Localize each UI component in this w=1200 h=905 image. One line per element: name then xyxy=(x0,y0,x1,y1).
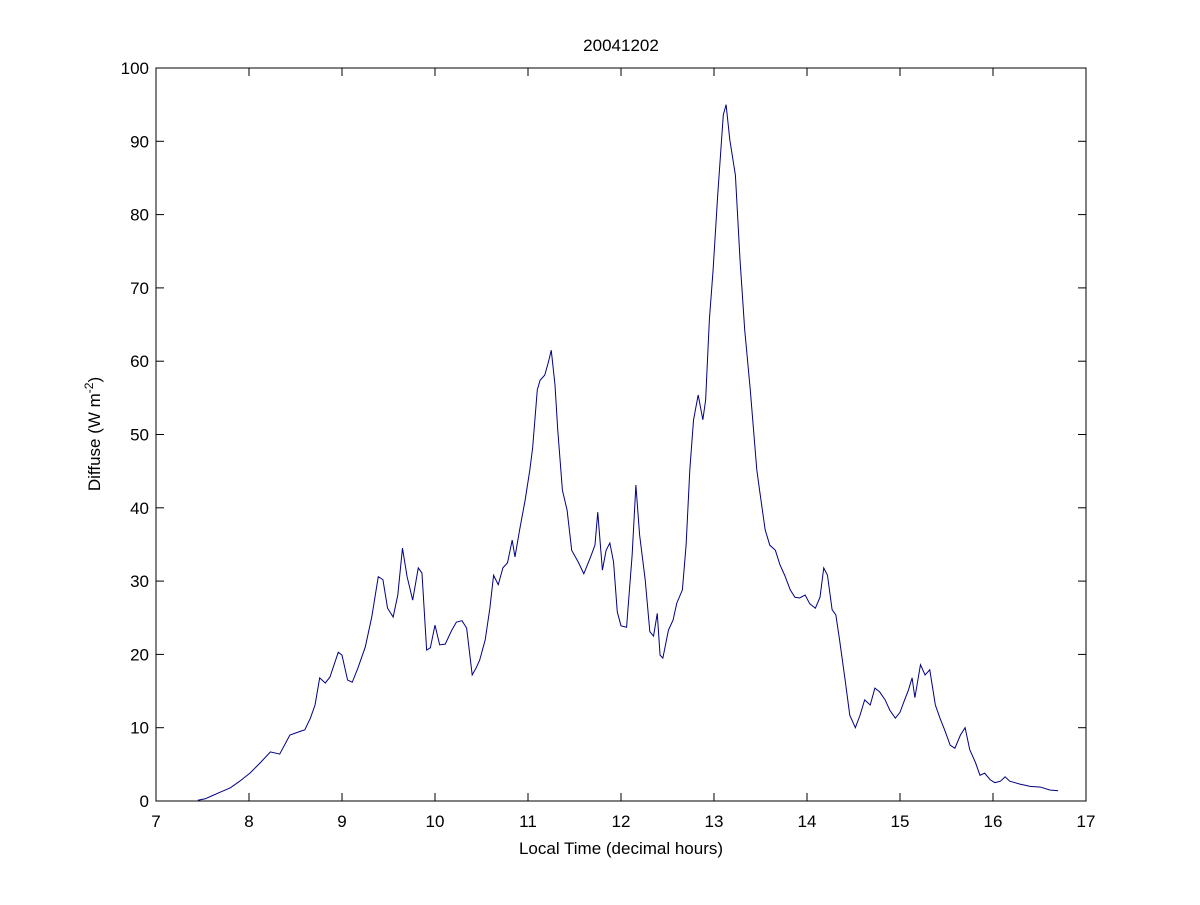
y-tick-label: 70 xyxy=(130,279,149,298)
y-axis-label-text: Diffuse (W m xyxy=(85,393,104,491)
x-axis-label: Local Time (decimal hours) xyxy=(519,839,723,858)
y-tick-label: 50 xyxy=(130,426,149,445)
y-tick-label: 90 xyxy=(130,132,149,151)
data-line xyxy=(197,104,1059,801)
x-tick-label: 8 xyxy=(244,812,253,831)
y-axis-label: Diffuse (W m-2) xyxy=(82,377,104,491)
x-tick-label: 15 xyxy=(891,812,910,831)
y-axis-label-suffix: ) xyxy=(85,377,104,383)
x-tick-label: 17 xyxy=(1077,812,1096,831)
y-tick-label: 20 xyxy=(130,645,149,664)
y-axis-label-superscript: -2 xyxy=(82,382,96,393)
x-tick-label: 9 xyxy=(337,812,346,831)
plot-frame xyxy=(155,67,1087,802)
y-tick-label: 80 xyxy=(130,206,149,225)
y-tick-label: 30 xyxy=(130,572,149,591)
y-tick-label: 0 xyxy=(140,792,149,811)
y-tick-label: 100 xyxy=(121,59,149,78)
x-tick-label: 14 xyxy=(798,812,817,831)
x-tick-label: 10 xyxy=(426,812,445,831)
y-tick-label: 10 xyxy=(130,719,149,738)
chart-title: 20041202 xyxy=(583,36,659,55)
x-tick-label: 7 xyxy=(151,812,160,831)
x-tick-label: 12 xyxy=(612,812,631,831)
x-tick-label: 16 xyxy=(984,812,1003,831)
y-tick-label: 60 xyxy=(130,352,149,371)
y-tick-label: 40 xyxy=(130,499,149,518)
x-tick-label: 11 xyxy=(519,812,537,831)
x-tick-label: 13 xyxy=(705,812,724,831)
